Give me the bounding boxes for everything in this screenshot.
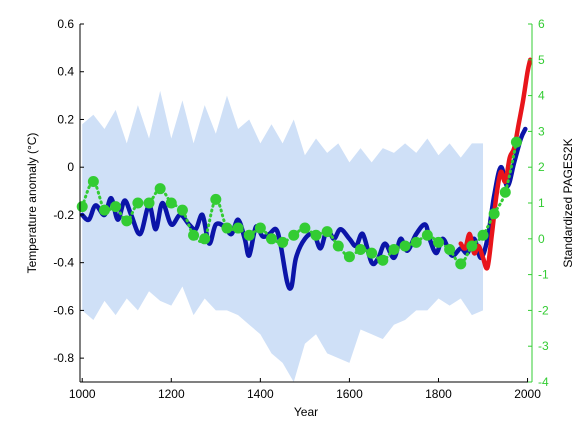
x-tick-label: 1400 — [247, 387, 274, 401]
pages2k-point — [188, 229, 200, 241]
pages2k-point — [154, 183, 166, 195]
pages2k-point — [132, 197, 144, 209]
pages2k-point — [299, 222, 311, 234]
pages2k-point — [410, 236, 422, 248]
uncertainty-band-layer — [82, 90, 484, 382]
y-tick-label: 0.2 — [57, 112, 74, 126]
y-tick-label: 0.4 — [57, 65, 74, 79]
y-tick-label: -0.6 — [53, 303, 74, 317]
y2-tick-label: -2 — [538, 303, 549, 317]
pages2k-point — [121, 215, 133, 227]
pages2k-point — [444, 244, 456, 256]
x-axis-title: Year — [294, 405, 318, 419]
y2-tick-label: 1 — [538, 196, 545, 210]
pages2k-point — [265, 233, 277, 245]
x-tick-label: 1800 — [425, 387, 452, 401]
pages2k-point — [477, 229, 489, 241]
pages2k-point — [355, 244, 367, 256]
y2-tick-label: -1 — [538, 268, 549, 282]
y2-tick-label: 2 — [538, 160, 545, 174]
y2-tick-label: 3 — [538, 124, 545, 138]
y2-tick-label: -3 — [538, 339, 549, 353]
pages2k-point — [432, 236, 444, 248]
pages2k-point — [288, 229, 300, 241]
y2-axis-title: Standardized PAGES2K — [561, 138, 575, 267]
pages2k-point — [310, 229, 322, 241]
pages2k-point — [210, 193, 222, 205]
pages2k-point — [243, 229, 255, 241]
pages2k-point — [76, 201, 88, 213]
y-axis-title: Temperature anomaly (°C) — [25, 133, 39, 274]
reconstruction-line — [79, 126, 528, 291]
pages2k-point — [321, 226, 333, 238]
y-tick-label: -0.4 — [53, 256, 74, 270]
y-tick-label: -0.8 — [53, 351, 74, 365]
y2-tick-label: 6 — [538, 17, 545, 31]
pages2k-point — [488, 208, 500, 220]
pages2k-point — [165, 197, 177, 209]
pages2k-point — [221, 222, 233, 234]
uncertainty-band — [82, 90, 484, 382]
pages2k-point — [499, 186, 511, 198]
series-layer — [76, 57, 533, 291]
pages2k-point — [143, 197, 155, 209]
pages2k-point — [87, 176, 99, 188]
y2-tick-label: -4 — [538, 375, 549, 389]
pages2k-point — [332, 240, 344, 252]
y-tick-label: -0.2 — [53, 208, 74, 222]
pages2k-point — [277, 236, 289, 248]
x-tick-label: 2000 — [514, 387, 541, 401]
x-tick-label: 1200 — [158, 387, 185, 401]
pages2k-point — [455, 258, 467, 270]
pages2k-point — [377, 254, 389, 266]
pages2k-point — [343, 251, 355, 263]
x-tick-label: 1000 — [69, 387, 96, 401]
pages2k-point — [399, 240, 411, 252]
pages2k-point — [254, 222, 266, 234]
pages2k-point — [110, 201, 122, 213]
y2-tick-label: 4 — [538, 89, 545, 103]
y-tick-label: 0.6 — [57, 17, 74, 31]
pages2k-point — [510, 136, 522, 148]
pages2k-point — [366, 247, 378, 259]
y2-tick-label: 0 — [538, 232, 545, 246]
pages2k-point — [466, 240, 478, 252]
pages2k-point — [388, 244, 400, 256]
pages2k-point — [421, 229, 433, 241]
y-tick-label: 0 — [67, 160, 74, 174]
x-tick-label: 1600 — [336, 387, 363, 401]
pages2k-point — [232, 222, 244, 234]
pages2k-point — [98, 204, 110, 216]
pages2k-point — [176, 204, 188, 216]
pages2k-line — [80, 140, 518, 266]
y2-tick-label: 5 — [538, 53, 545, 67]
pages2k-point — [199, 233, 211, 245]
